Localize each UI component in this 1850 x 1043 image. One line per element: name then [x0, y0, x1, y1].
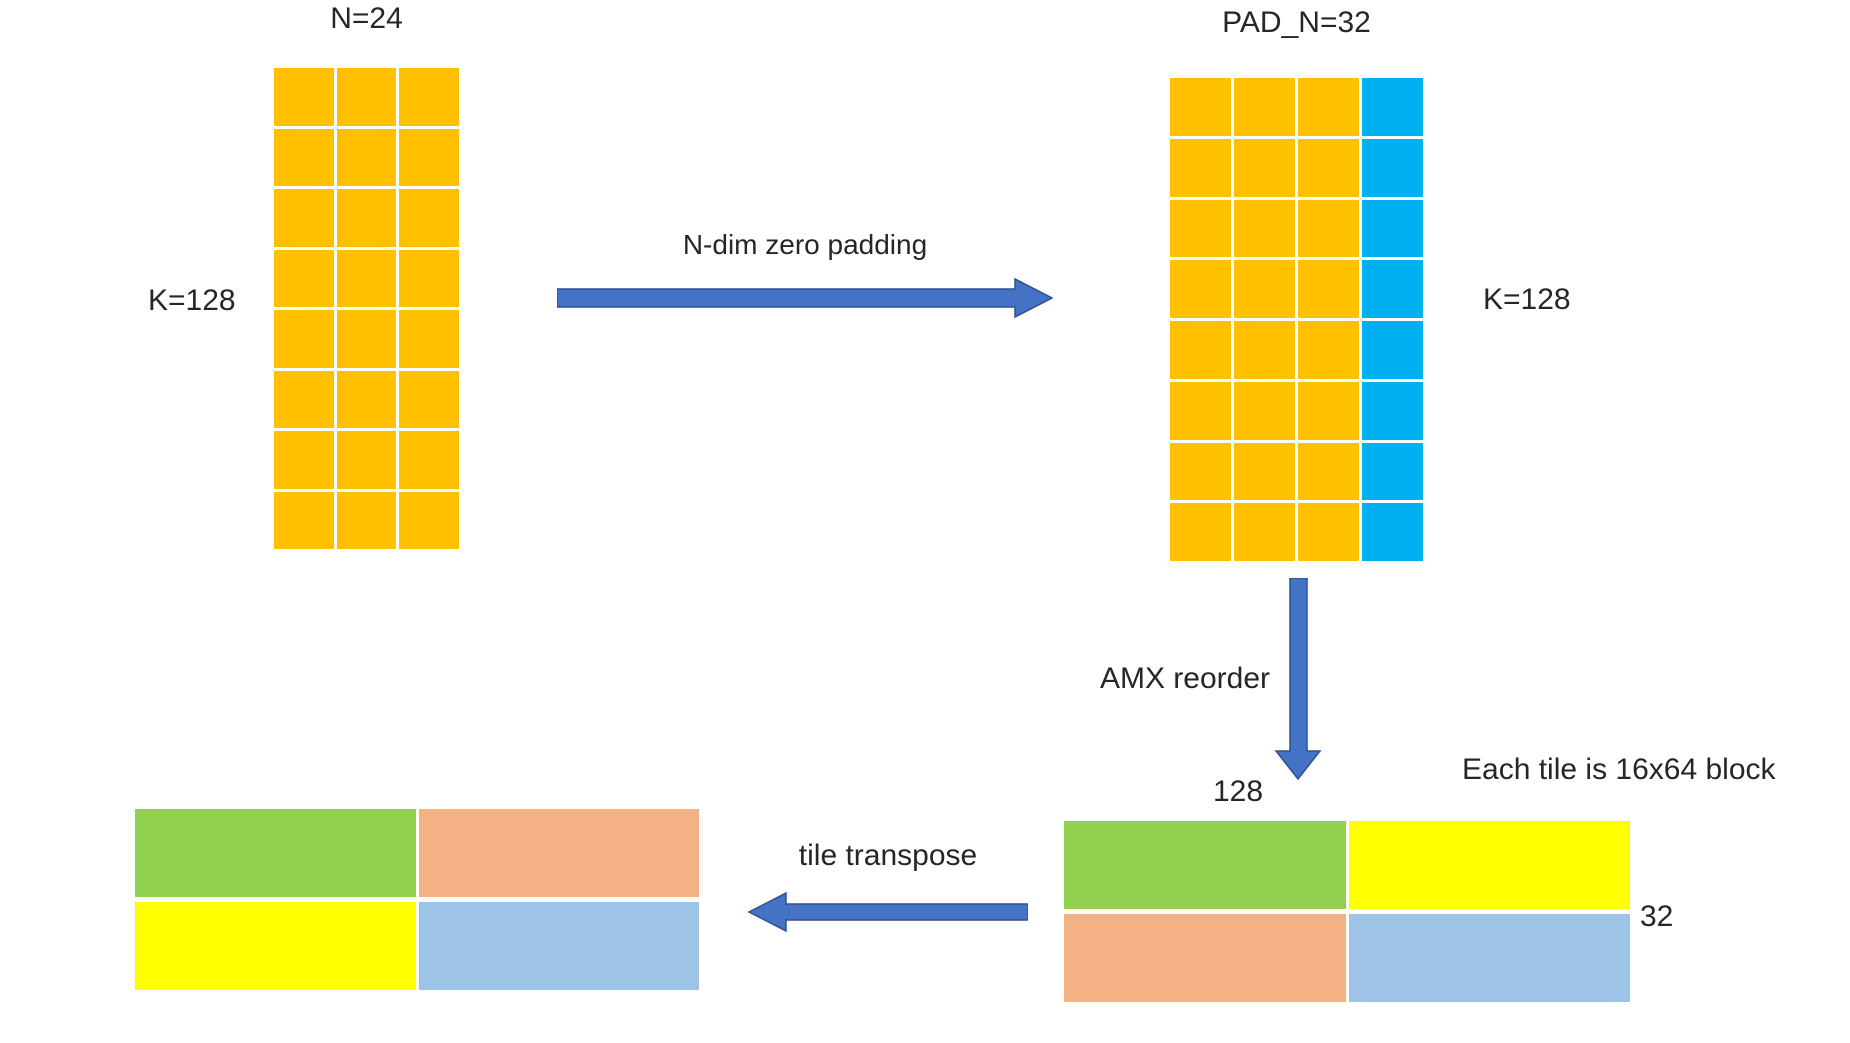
down-arrow-icon	[1274, 577, 1322, 785]
tiles-reordered-cell-green	[1064, 821, 1346, 909]
matrix-a-cell-amber	[274, 491, 334, 549]
matrix-a-side-label: K=128	[148, 284, 236, 317]
matrix-a-title: N=24	[330, 2, 403, 35]
matrix-b-cell-amber	[1234, 321, 1295, 379]
matrix-b-cell-amber	[1234, 442, 1295, 501]
matrix-b-cell-amber	[1170, 442, 1231, 501]
tiles-transposed-cell-peach	[418, 809, 699, 897]
matrix-b-cell-amber	[1234, 260, 1295, 318]
tiles-reordered-cell-yellow	[1348, 821, 1630, 909]
matrix-a-cell-amber	[274, 431, 334, 489]
matrix-a-cell-amber	[399, 68, 459, 126]
matrix-b-cell-amber	[1298, 199, 1359, 258]
matrix-a-cell-amber	[336, 370, 397, 428]
matrix-b-cell-amber	[1234, 503, 1295, 561]
tiles-transposed-cell-yellow	[135, 902, 416, 990]
matrix-a-cell-amber	[274, 249, 334, 307]
matrix-a-cell-amber	[399, 491, 459, 549]
matrix-b-cell-amber	[1298, 503, 1359, 561]
matrix-b-cell-amber	[1298, 138, 1359, 197]
matrix-b-cell-amber	[1170, 503, 1231, 561]
matrix-b-cell-amber	[1170, 260, 1231, 318]
tiles-transposed-cell-lightblue	[418, 902, 699, 990]
tiles-reordered-cell-peach	[1064, 914, 1346, 1002]
matrix-b-cell-cyan	[1362, 381, 1423, 440]
matrix-b-cell-cyan	[1362, 78, 1423, 136]
matrix-a-cell-amber	[399, 370, 459, 428]
left-arrow-icon	[747, 891, 1029, 937]
matrix-a-cell-amber	[274, 68, 334, 126]
matrix-a-cell-amber	[274, 189, 334, 247]
matrix-a-cell-amber	[399, 310, 459, 368]
matrix-b-cell-amber	[1170, 199, 1231, 258]
pad-arrow-label: N-dim zero padding	[682, 229, 928, 260]
reordered-height-label: 32	[1640, 900, 1674, 933]
matrix-a-cell-amber	[399, 189, 459, 247]
matrix-b-cell-cyan	[1362, 503, 1423, 561]
transpose-arrow-label: tile transpose	[798, 839, 978, 872]
matrix-b-cell-cyan	[1362, 321, 1423, 379]
reorder-arrow-label: AMX reorder	[1099, 662, 1270, 695]
matrix-b-cell-amber	[1170, 321, 1231, 379]
reordered-width-label: 128	[1212, 775, 1264, 808]
matrix-b-cell-cyan	[1362, 199, 1423, 258]
matrix-a-cell-amber	[274, 310, 334, 368]
matrix-b-cell-cyan	[1362, 138, 1423, 197]
matrix-b-side-label: K=128	[1483, 283, 1571, 316]
matrix-b-cell-amber	[1298, 321, 1359, 379]
matrix-b-cell-amber	[1298, 78, 1359, 136]
matrix-a-cell-amber	[336, 431, 397, 489]
matrix-a-cell-amber	[336, 249, 397, 307]
matrix-a-grid	[274, 68, 459, 549]
matrix-b-cell-amber	[1298, 381, 1359, 440]
tiles-reordered-grid	[1064, 821, 1630, 1002]
matrix-b-title: PAD_N=32	[1222, 6, 1371, 39]
matrix-b-cell-amber	[1234, 381, 1295, 440]
matrix-a-cell-amber	[399, 431, 459, 489]
right-arrow-icon	[556, 277, 1054, 323]
matrix-a-cell-amber	[336, 310, 397, 368]
tile-note: Each tile is 16x64 block	[1462, 753, 1776, 786]
matrix-a-cell-amber	[399, 128, 459, 186]
matrix-a-cell-amber	[274, 370, 334, 428]
matrix-b-cell-cyan	[1362, 260, 1423, 318]
tiles-transposed-grid	[135, 809, 699, 990]
tiles-transposed-cell-green	[135, 809, 416, 897]
matrix-b-grid	[1170, 78, 1423, 561]
matrix-a-cell-amber	[336, 128, 397, 186]
matrix-b-cell-amber	[1298, 442, 1359, 501]
matrix-a-cell-amber	[336, 189, 397, 247]
matrix-b-cell-amber	[1170, 381, 1231, 440]
matrix-b-cell-amber	[1234, 138, 1295, 197]
tiles-reordered-cell-lightblue	[1348, 914, 1630, 1002]
matrix-b-cell-amber	[1298, 260, 1359, 318]
matrix-a-cell-amber	[399, 249, 459, 307]
matrix-a-cell-amber	[336, 68, 397, 126]
matrix-b-cell-amber	[1234, 199, 1295, 258]
matrix-b-cell-amber	[1170, 138, 1231, 197]
matrix-b-cell-cyan	[1362, 442, 1423, 501]
matrix-a-cell-amber	[274, 128, 334, 186]
matrix-a-cell-amber	[336, 491, 397, 549]
matrix-b-cell-amber	[1170, 78, 1231, 136]
matrix-b-cell-amber	[1234, 78, 1295, 136]
